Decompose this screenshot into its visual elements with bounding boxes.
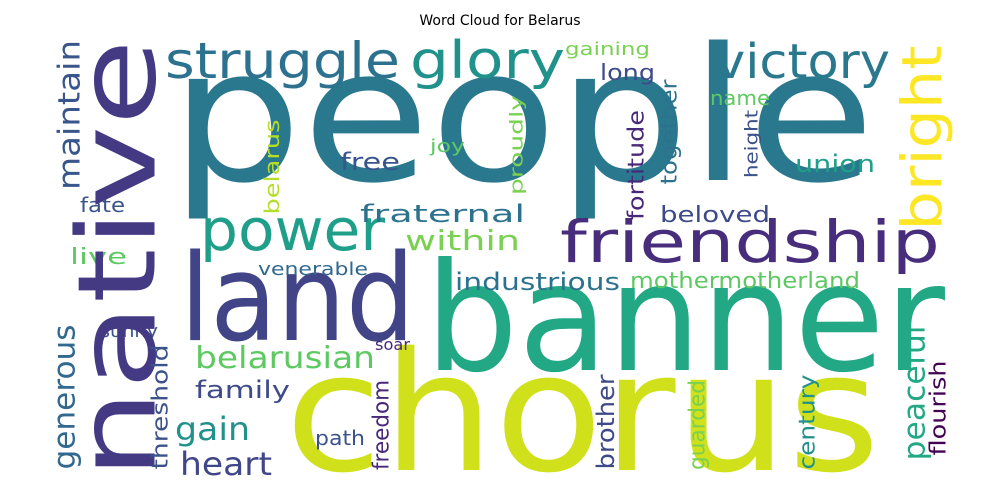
word: beloved [660,203,770,228]
word: struggle [165,32,400,90]
word: friendship [560,208,940,276]
word: long [600,61,655,86]
word: live [70,245,127,270]
word: family [195,376,290,404]
word: mothermotherland [630,269,860,294]
word: sunny [100,321,158,342]
word: belarusian [195,341,375,376]
word: guarded [686,380,711,470]
word: land [180,230,415,369]
word: flourish [927,361,952,456]
word: union [795,150,875,178]
word: banner [425,232,945,406]
word: maintain [53,40,88,190]
word: peaceful [898,326,933,461]
word: name [710,86,770,110]
word: industrious [455,268,620,296]
word: chorus [285,317,880,500]
word: threshold [149,345,174,470]
word: path [315,426,365,450]
word: fate [80,193,125,217]
word: freedom [370,380,395,470]
word: heart [180,445,272,483]
word: gaining [565,39,650,60]
word: generous [48,325,83,470]
word: native [56,39,181,479]
word: proudly [507,94,528,195]
word: within [405,224,520,257]
word: brother [592,374,620,469]
word: bright [890,46,954,231]
word: fraternal [360,200,525,228]
word: victory [715,34,890,90]
word: height [742,110,763,178]
word: joy [429,136,466,157]
chart-title: Word Cloud for Belarus [419,13,580,29]
word: belarus [260,120,284,215]
word: people [170,8,875,224]
word: century [796,375,821,470]
word: free [340,148,400,176]
word: fortitude [625,110,650,220]
word: soar [375,335,410,354]
word: venerable [258,259,368,280]
word: power [200,196,385,264]
word: glory [410,31,565,91]
word: gain [175,410,250,448]
word: together [658,78,683,184]
